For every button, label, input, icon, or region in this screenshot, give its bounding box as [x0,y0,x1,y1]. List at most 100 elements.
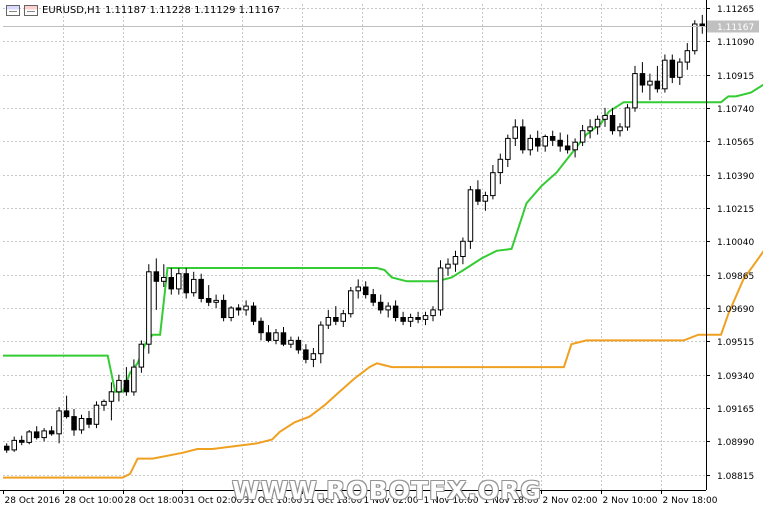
candle-body-bear [535,137,541,147]
candle-body-bear [33,431,40,439]
candle [101,399,107,411]
candle-body-bull [243,305,249,311]
candle [183,268,189,299]
candle [422,311,429,326]
y-tick-label: 1.10390 [717,172,754,182]
candle-body-bull [26,431,32,443]
candle-body-bull [490,172,496,197]
candle [699,14,705,34]
y-tick-label: 1.11265 [717,5,754,15]
x-tick-label: 1 Nov 02:00 [364,496,419,506]
candle [71,409,77,436]
candle [497,153,504,185]
candle-body-bull [617,126,623,132]
candle-body-bull [213,299,219,303]
candle [258,317,264,341]
candle-body-bull [310,353,317,360]
candle-body-bear [168,277,174,290]
candle [370,288,376,307]
y-tick-label: 1.09515 [717,338,754,348]
candle-body-bear [363,286,369,296]
candle [333,306,339,326]
candle-body-bear [19,439,25,443]
candle-body-bull [355,286,361,292]
candle [392,300,399,322]
y-tick-label: 1.10040 [717,238,754,248]
candle [445,258,451,276]
window-red-icon[interactable] [24,5,38,16]
candle [191,271,197,297]
candle [505,134,511,167]
x-tick-label: 1 Nov 18:00 [484,496,539,506]
y-tick-label: 1.09865 [717,272,754,282]
candle-body-bull [191,278,197,294]
y-axis-ticks: 1.11265 1.11090 1.10915 1.10740 1.10565 1.103… [706,5,754,482]
candle-body-bull [632,73,638,109]
candle-body-bull [78,418,85,431]
axes [0,0,707,491]
candle-body-bull [527,137,533,151]
lower-band-line [3,250,763,479]
candle [482,191,489,211]
candle-body-bull [131,366,137,393]
candle [288,336,294,348]
window-icon[interactable] [6,5,20,16]
candle [452,250,459,272]
candle-body-bull [108,391,115,402]
candle [407,313,414,327]
candle [564,134,571,154]
candle-body-bear [639,73,646,86]
candle [123,367,130,396]
candle-body-bull [325,317,332,326]
candle-body-bear [669,59,676,78]
candle [647,73,653,101]
x-tick-label: 31 Oct 02:00 [184,496,243,506]
candle-body-bear [415,317,421,320]
candle [400,311,406,326]
candle-body-bull [452,256,459,265]
x-tick-label: 28 Oct 10:00 [65,496,124,506]
candle [662,54,668,93]
candle [303,344,309,364]
candle-body-bull [348,290,354,315]
candle-body-bull [101,400,107,406]
candle-body-bull [288,339,294,345]
candle-body-bull [273,332,279,341]
candle-body-bear [235,307,242,311]
candle-body-bear [258,320,264,334]
candle-body-bull [505,137,511,160]
candle [56,407,62,444]
candle-body-bull [624,107,631,128]
candle [273,329,279,345]
x-tick-label: 28 Oct 18:00 [125,496,184,506]
candle-body-bull [467,189,474,242]
x-tick-label: 31 Oct 18:00 [304,496,363,506]
current-price-tag: 1.11167 [3,20,759,33]
candle-body-bull [93,404,100,425]
watermark-text: WWW.ROBOTFX.ORG [232,476,542,505]
candle-body-bull [437,267,444,311]
candle-body-bull [161,277,167,282]
candle-body-bull [647,80,653,86]
candle-body-bear [377,301,384,311]
current-price-label: 1.11167 [717,23,754,33]
candle [220,294,227,322]
candle-body-bear [333,317,339,322]
candle [33,426,40,440]
candle [535,130,541,152]
candle [41,428,47,442]
x-tick-label: 2 Nov 10:00 [603,496,658,506]
candle-body-bull [340,313,346,322]
candle [609,107,616,135]
candle-body-bear [295,339,302,351]
candle [512,119,518,146]
y-tick-label: 1.10565 [717,138,754,148]
candle-body-bull [542,136,548,147]
candle-body-bear [71,416,77,431]
candle-body-bull [572,141,578,151]
candle [385,302,391,318]
candle [19,435,25,446]
candle-body-bear [564,145,571,151]
